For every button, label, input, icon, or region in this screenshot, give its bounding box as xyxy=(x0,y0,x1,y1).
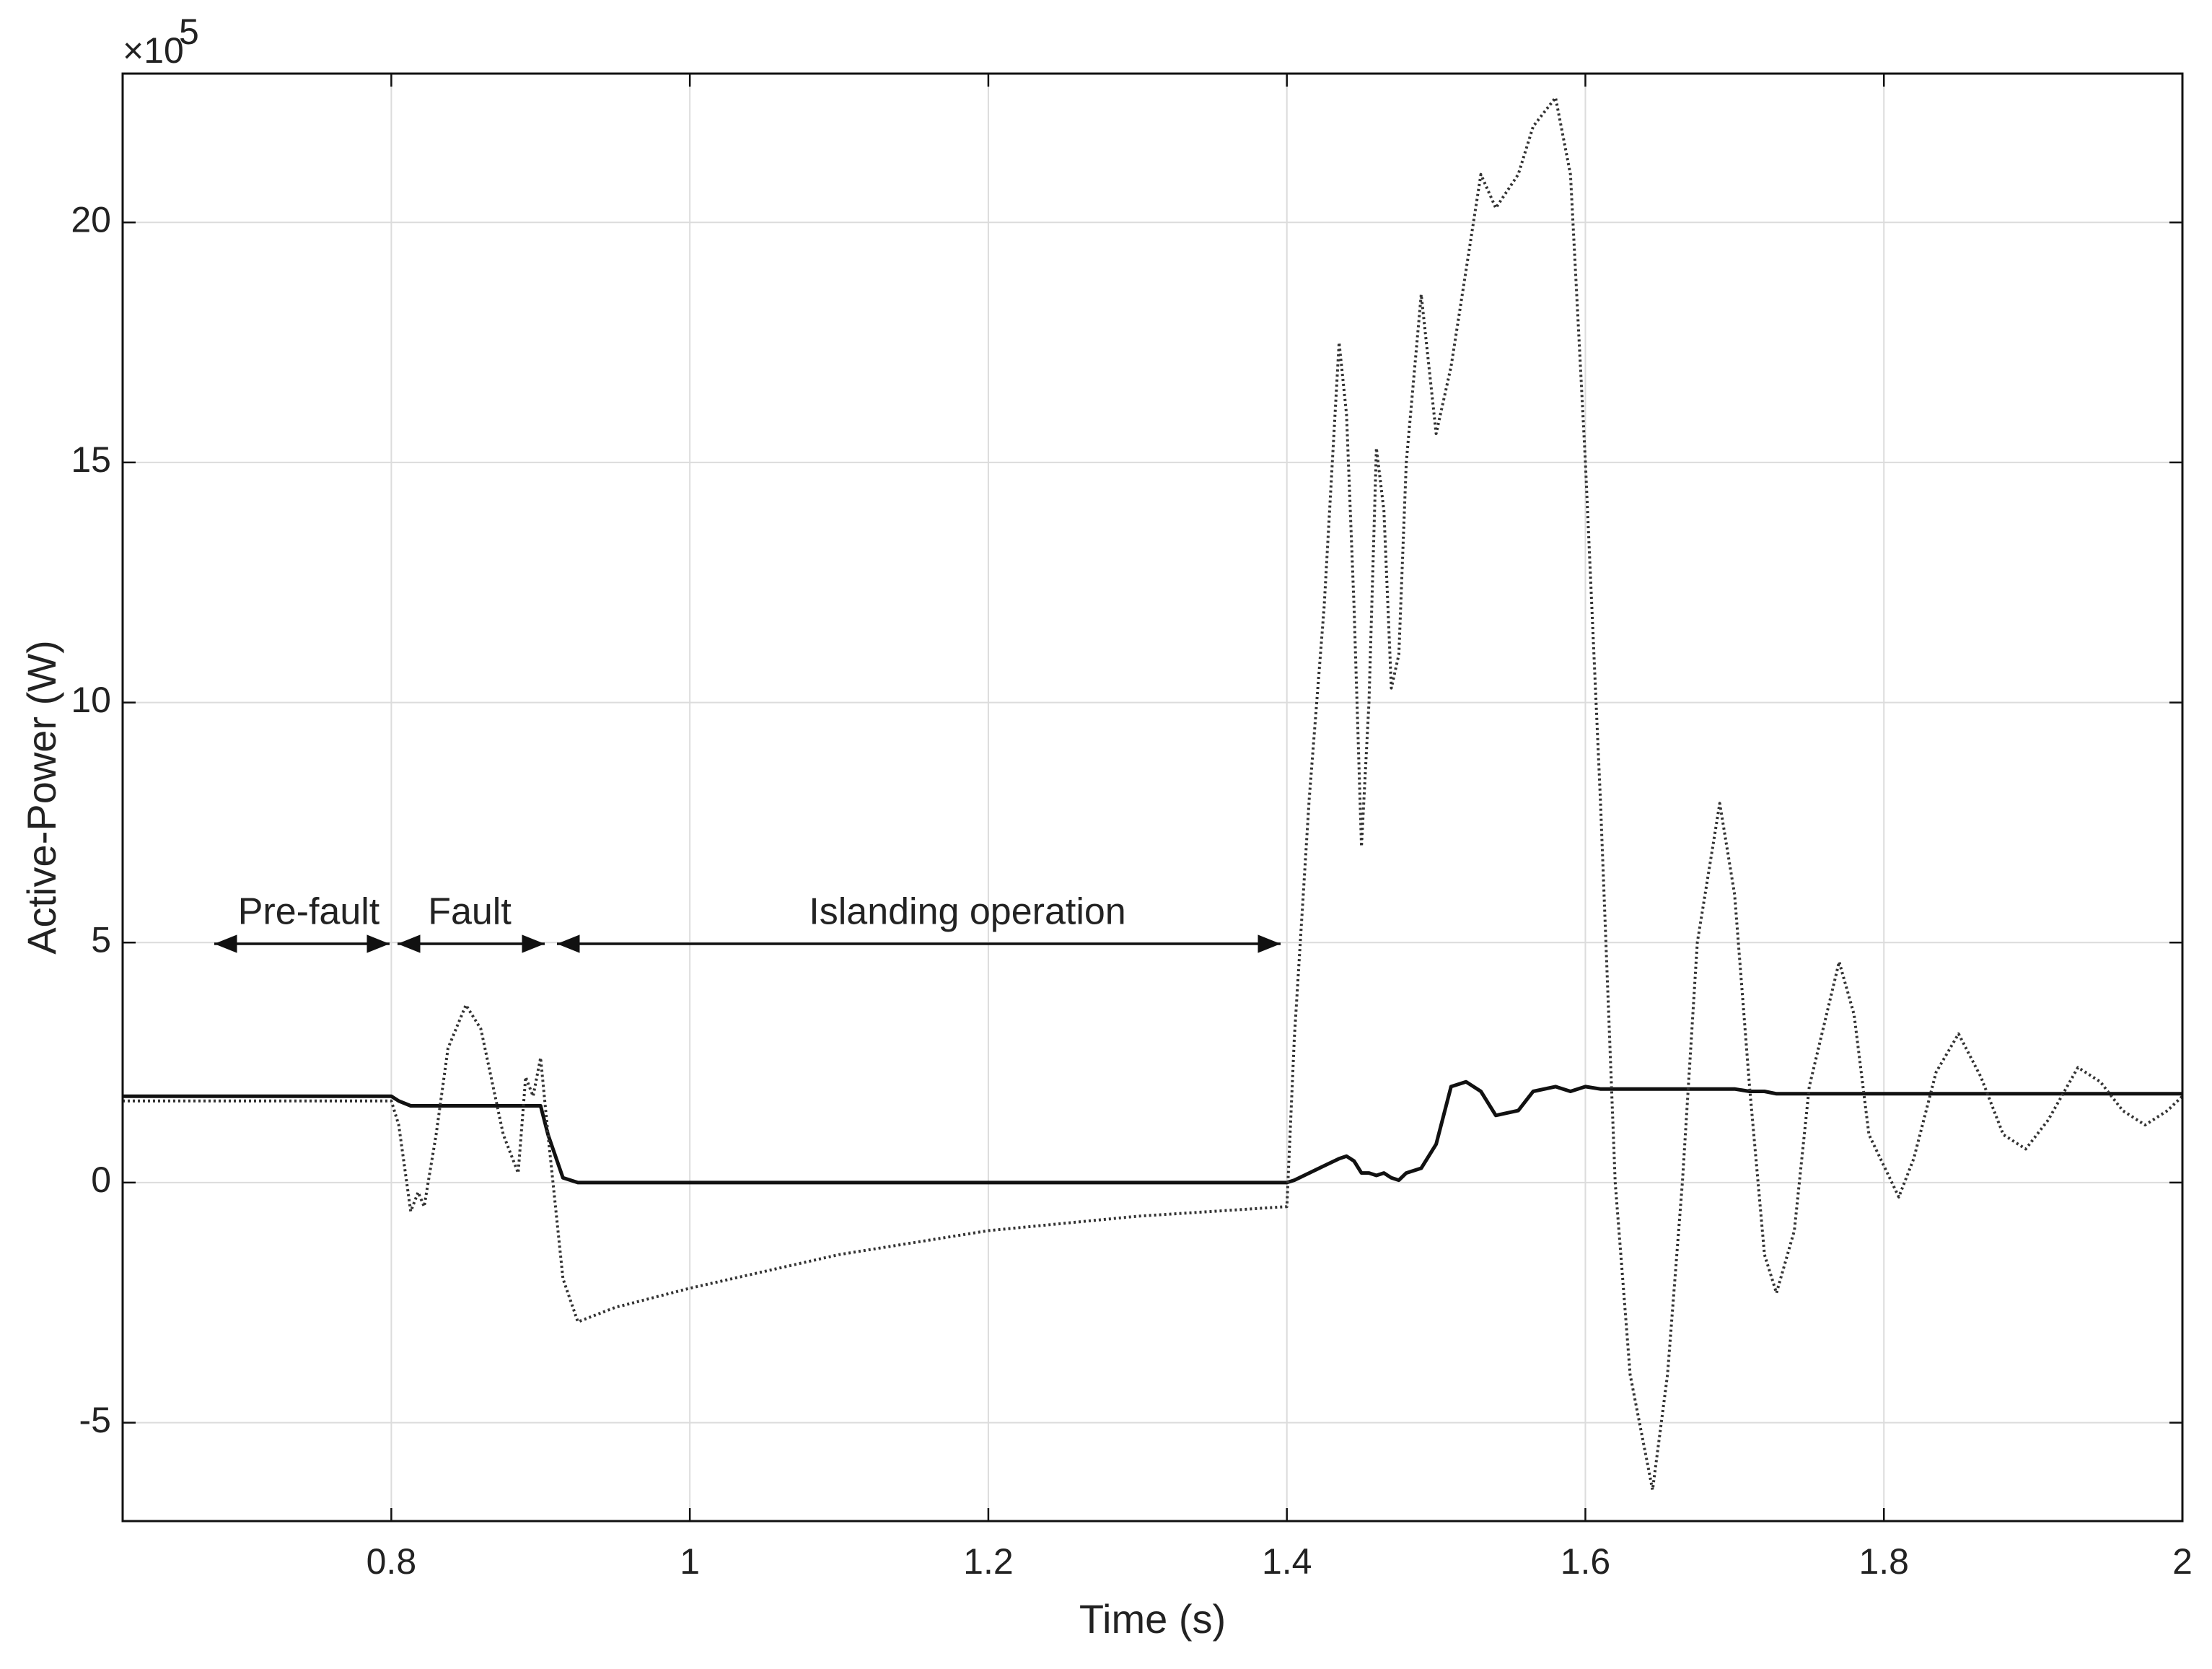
y-tick-label: 20 xyxy=(71,199,111,240)
annotation: Fault xyxy=(428,891,512,933)
y-tick-label: 0 xyxy=(91,1160,111,1200)
y-tick-label: 5 xyxy=(91,919,111,960)
x-tick-label: 1.8 xyxy=(1858,1541,1909,1582)
y-axis-label: Active-Power (W) xyxy=(19,640,64,955)
x-tick-label: 2 xyxy=(2172,1541,2193,1582)
annotation: Islanding operation xyxy=(809,891,1125,933)
x-tick-label: 1.2 xyxy=(963,1541,1014,1582)
plot-frame xyxy=(121,72,2184,1523)
x-tick-label: 0.8 xyxy=(367,1541,417,1582)
series-line xyxy=(123,1079,2182,1185)
y-tick-label: 10 xyxy=(71,680,111,720)
y-tick-label: 15 xyxy=(71,439,111,480)
y-tick-label: -5 xyxy=(79,1400,111,1440)
x-tick-label: 1 xyxy=(680,1541,700,1582)
x-tick-label: 1.6 xyxy=(1561,1541,1611,1582)
y-multiplier: ×10 xyxy=(123,30,184,71)
annotation: Pre-fault xyxy=(238,891,380,933)
series-line xyxy=(123,96,2184,1491)
x-tick-label: 1.4 xyxy=(1262,1541,1312,1582)
x-axis-label: Time (s) xyxy=(1079,1596,1226,1642)
y-multiplier-exponent: 5 xyxy=(179,12,199,52)
